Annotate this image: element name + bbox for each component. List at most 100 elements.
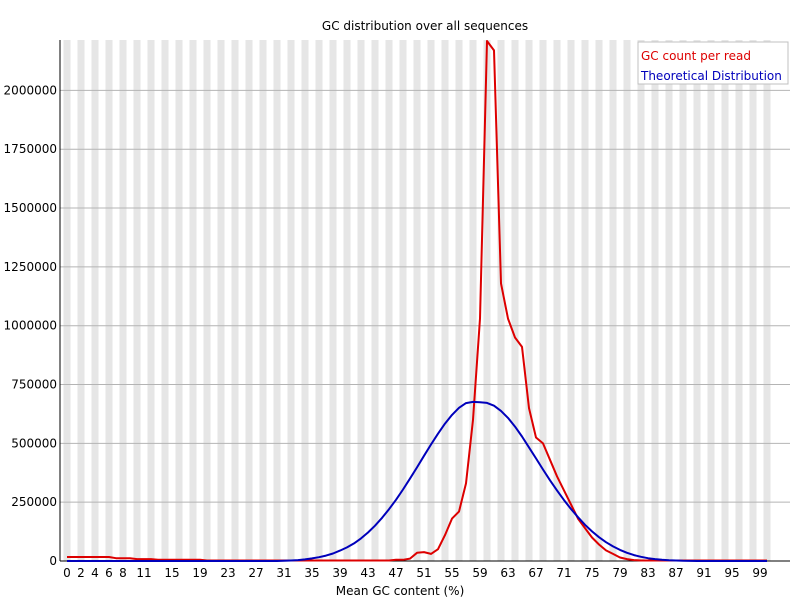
x-tick-label: 91 [696,566,711,580]
grid-band [245,40,253,561]
grid-band [119,40,127,561]
grid-band [343,40,351,561]
x-tick-label: 4 [91,566,99,580]
x-tick-label: 79 [612,566,627,580]
y-tick-label: 1500000 [4,201,57,215]
grid-band [721,40,729,561]
x-tick-label: 83 [640,566,655,580]
legend-box [637,41,789,85]
grid-band [203,40,211,561]
grid-band [427,40,435,561]
series-line-0 [67,40,767,562]
series-line-1 [67,400,767,562]
x-tick-label: 63 [500,566,515,580]
y-tick-label: 500000 [11,436,57,450]
grid-band [707,40,715,561]
x-tick-label: 39 [332,566,347,580]
grid-band [455,40,463,561]
x-tick-label: 71 [556,566,571,580]
grid-band [595,40,603,561]
x-tick-label: 99 [752,566,767,580]
x-tick-label: 75 [584,566,599,580]
grid-band [581,40,589,561]
x-axis-label: Mean GC content (%) [336,584,465,598]
grid-band [273,40,281,561]
grid-band [609,40,617,561]
grid-band [623,40,631,561]
y-tick-label: 1750000 [4,142,57,156]
grid-band [161,40,169,561]
grid-band [231,40,239,561]
x-tick-label: 15 [164,566,179,580]
grid-band [483,40,491,561]
grid-band [651,40,659,561]
grid-band [763,40,771,561]
x-tick-label: 59 [472,566,487,580]
x-tick-label: 55 [444,566,459,580]
grid-band [189,40,197,561]
horizontal-gridlines [60,89,790,503]
x-tick-label: 6 [105,566,113,580]
grid-band [385,40,393,561]
grid-band [217,40,225,561]
y-tick-label: 1250000 [4,260,57,274]
grid-band [371,40,379,561]
y-tick-labels: 0 250000 500000 750000 1000000 1250000 1500000… [4,83,57,568]
grid-band [357,40,365,561]
grid-band [175,40,183,561]
grid-band [679,40,687,561]
x-tick-labels: 0 2 4 6 8 11 15 19 23 27 31 35 39 43 47 51 55 59 63 67 71 75 7… [63,566,767,580]
grid-band [399,40,407,561]
legend-label-theoretical: Theoretical Distribution [640,69,782,83]
legend: GC count per read Theoretical Distributi… [637,41,789,85]
grid-band [91,40,99,561]
grid-band [511,40,519,561]
grid-band [441,40,449,561]
grid-band [315,40,323,561]
x-tick-label: 35 [304,566,319,580]
x-tick-label: 47 [388,566,403,580]
x-tick-label: 11 [136,566,151,580]
grid-band [77,40,85,561]
grid-band [539,40,547,561]
grid-band [287,40,295,561]
grid-band [259,40,267,561]
x-tick-label: 31 [276,566,291,580]
legend-label-gc-count: GC count per read [641,49,751,63]
grid-band [105,40,113,561]
x-tick-label: 95 [724,566,739,580]
x-tick-label: 19 [192,566,207,580]
x-tick-label: 67 [528,566,543,580]
y-tick-label: 750000 [11,378,57,392]
x-tick-label: 51 [416,566,431,580]
grid-band [329,40,337,561]
grid-band [63,40,71,561]
grid-band [553,40,561,561]
x-tick-label: 0 [63,566,71,580]
series-lines [67,40,767,562]
grid-band [133,40,141,561]
y-tick-label: 1000000 [4,319,57,333]
grid-band [749,40,757,561]
grid-band [147,40,155,561]
grid-band [567,40,575,561]
x-tick-label: 27 [248,566,263,580]
grid-band [665,40,673,561]
x-tick-label: 2 [77,566,85,580]
grid-band [525,40,533,561]
alternating-bands [63,40,771,561]
x-tick-label: 43 [360,566,375,580]
y-tick-label: 0 [49,554,57,568]
grid-band [637,40,645,561]
x-tick-label: 8 [119,566,127,580]
grid-band [301,40,309,561]
x-tick-label: 87 [668,566,683,580]
y-tick-label: 250000 [11,495,57,509]
grid-band [413,40,421,561]
grid-band [469,40,477,561]
grid-band [497,40,505,561]
y-tick-label: 2000000 [4,83,57,97]
grid-band [693,40,701,561]
